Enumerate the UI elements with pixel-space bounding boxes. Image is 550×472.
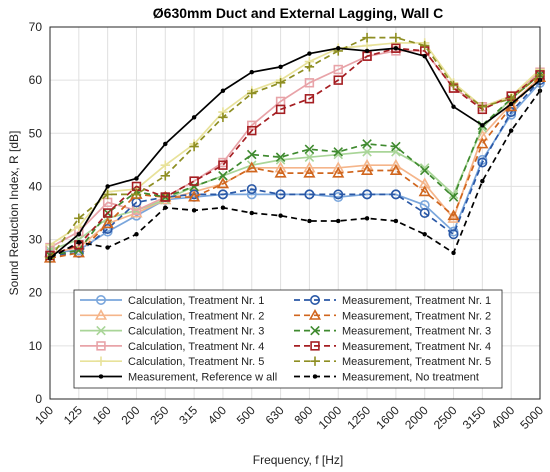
series-marker xyxy=(336,46,340,50)
series-marker xyxy=(77,232,81,236)
series-marker xyxy=(134,232,138,236)
series-marker xyxy=(365,216,369,220)
y-tick-label: 20 xyxy=(29,286,43,300)
y-tick-label: 60 xyxy=(29,73,43,87)
chart-title: Ø630mm Duct and External Lagging, Wall C xyxy=(153,5,443,21)
y-tick-label: 0 xyxy=(35,392,42,406)
series-marker xyxy=(250,211,254,215)
legend-label: Measurement, Treatment Nr. 4 xyxy=(342,341,491,353)
series-marker xyxy=(99,375,103,379)
series-marker xyxy=(423,54,427,58)
legend-label: Calculation, Treatment Nr. 5 xyxy=(128,356,264,368)
series-marker xyxy=(77,240,81,244)
legend-label: Measurement, Treatment Nr. 2 xyxy=(342,310,491,322)
series-marker xyxy=(452,105,456,109)
series-marker xyxy=(250,70,254,74)
legend-label: Measurement, Reference w all xyxy=(128,372,277,384)
series-marker xyxy=(192,208,196,212)
legend: Calculation, Treatment Nr. 1 Calculation,… xyxy=(74,290,502,388)
series-marker xyxy=(192,115,196,119)
y-tick-label: 40 xyxy=(29,179,43,193)
series-marker xyxy=(480,123,484,127)
y-axis-label: Sound Reduction Index, R [dB] xyxy=(7,131,21,296)
series-marker xyxy=(480,179,484,183)
legend-label: Calculation, Treatment Nr. 2 xyxy=(128,310,264,322)
legend-label: Measurement, Treatment Nr. 5 xyxy=(342,356,491,368)
series-marker xyxy=(106,184,110,188)
series-marker xyxy=(509,102,513,106)
legend-label: Measurement, Treatment Nr. 1 xyxy=(342,295,491,307)
series-marker xyxy=(221,89,225,93)
legend-label: Calculation, Treatment Nr. 1 xyxy=(128,295,264,307)
series-marker xyxy=(394,46,398,50)
series-marker xyxy=(163,142,167,146)
series-marker xyxy=(365,49,369,53)
series-marker xyxy=(163,206,167,210)
series-marker xyxy=(452,251,456,255)
series-marker xyxy=(221,206,225,210)
series-marker xyxy=(307,219,311,223)
y-tick-label: 50 xyxy=(29,126,43,140)
series-marker xyxy=(279,214,283,218)
series-marker xyxy=(106,246,110,250)
y-tick-label: 30 xyxy=(29,233,43,247)
series-marker xyxy=(134,176,138,180)
series-marker xyxy=(307,52,311,56)
legend-label: Measurement, No treatment xyxy=(342,372,479,384)
series-marker xyxy=(336,219,340,223)
x-axis-label: Frequency, f [Hz] xyxy=(253,453,343,467)
series-marker xyxy=(313,375,317,379)
series-marker xyxy=(423,232,427,236)
y-tick-label: 10 xyxy=(29,339,43,353)
series-marker xyxy=(279,65,283,69)
series-marker xyxy=(509,129,513,133)
legend-label: Calculation, Treatment Nr. 4 xyxy=(128,341,264,353)
series-marker xyxy=(394,219,398,223)
legend-label: Calculation, Treatment Nr. 3 xyxy=(128,326,264,338)
y-tick-label: 70 xyxy=(29,20,43,34)
legend-label: Measurement, Treatment Nr. 3 xyxy=(342,326,491,338)
